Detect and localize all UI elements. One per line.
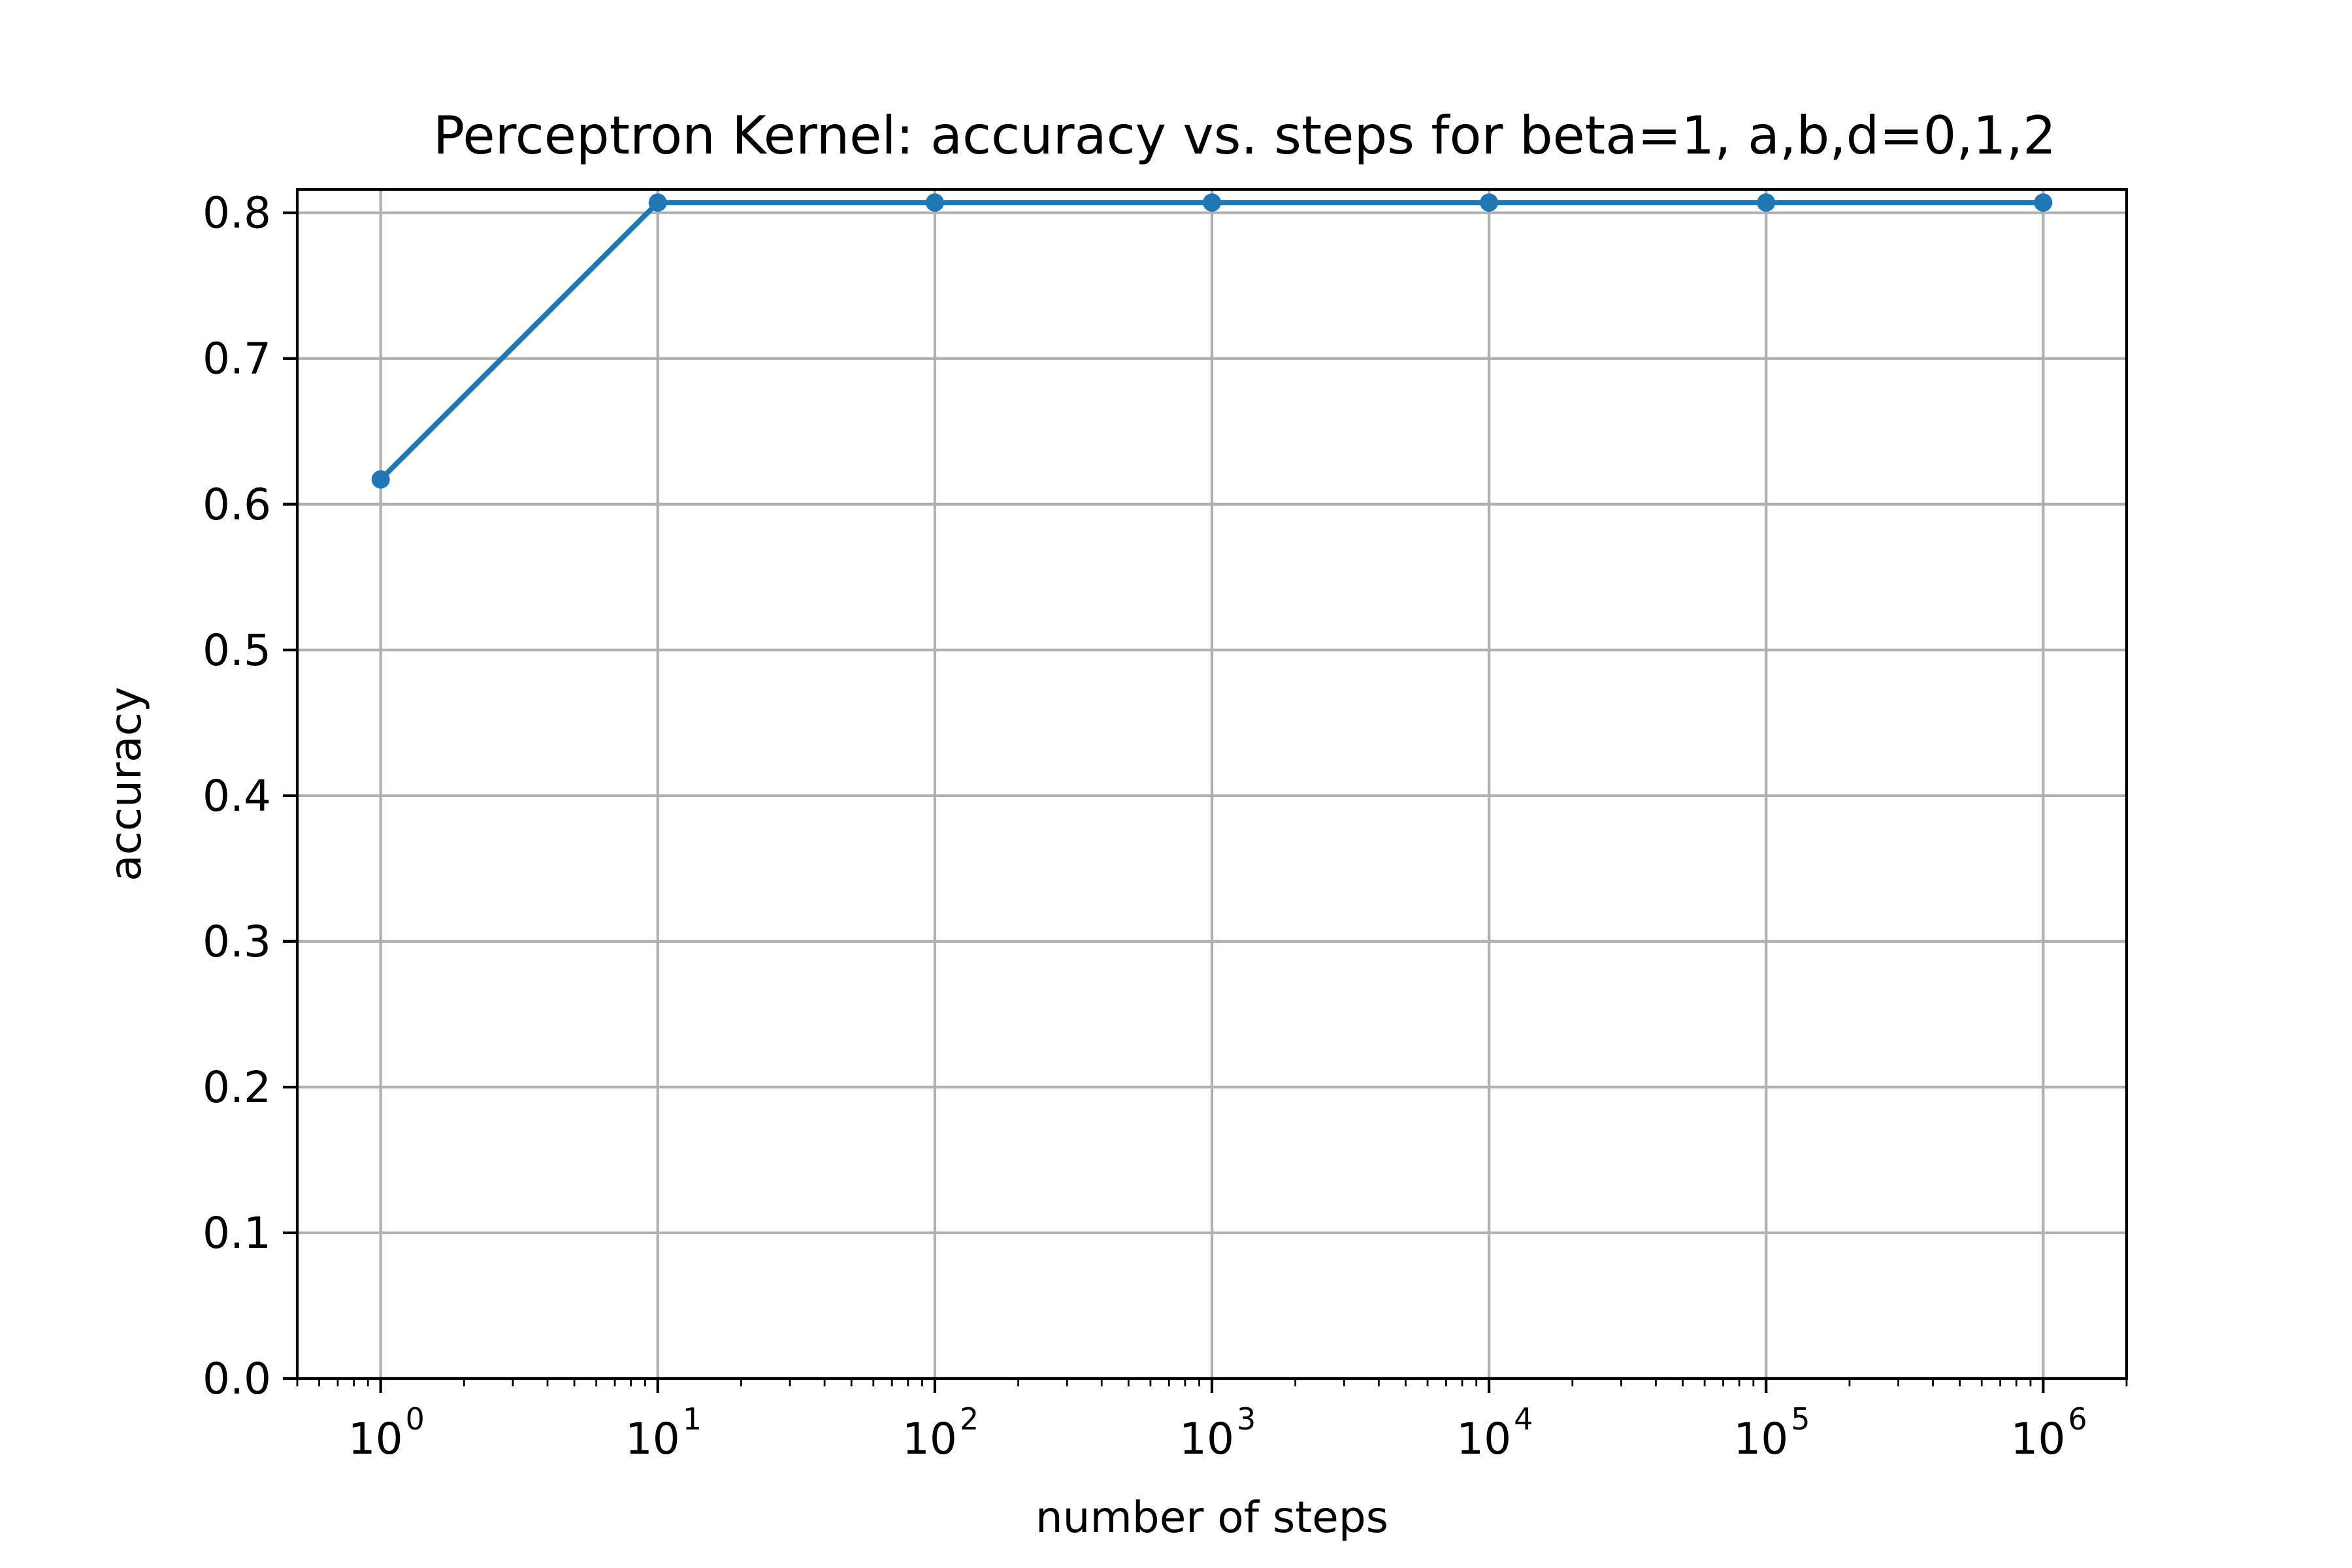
- x-tick-label-exponent: 5: [1791, 1401, 1810, 1437]
- y-tick-label: 0.1: [203, 1208, 271, 1258]
- data-point: [925, 193, 944, 212]
- x-tick-label-base: 10: [1456, 1414, 1511, 1464]
- data-point: [648, 193, 667, 212]
- x-tick-label-exponent: 1: [683, 1401, 702, 1437]
- data-point: [1757, 193, 1776, 212]
- x-tick-label-base: 10: [1733, 1414, 1788, 1464]
- y-tick-label: 0.0: [203, 1354, 271, 1404]
- y-tick-label: 0.7: [203, 334, 271, 384]
- data-point: [371, 470, 390, 489]
- x-tick-label-exponent: 3: [1237, 1401, 1256, 1437]
- y-tick-label: 0.5: [203, 625, 271, 676]
- x-tick-label: 10 6: [2010, 1401, 2087, 1464]
- x-tick-label-exponent: 0: [406, 1401, 425, 1437]
- x-tick-label-base: 10: [1179, 1414, 1234, 1464]
- x-tick-label-exponent: 4: [1514, 1401, 1533, 1437]
- x-tick-label: 10 0: [348, 1401, 425, 1464]
- x-tick-label-exponent: 2: [960, 1401, 979, 1437]
- x-tick-label: 10 2: [902, 1401, 979, 1464]
- axis-ticks: 0.00.10.20.30.40.50.60.70.810 0 10 1 10 2 10 3 1…: [203, 188, 2128, 1464]
- y-tick-label: 0.3: [203, 917, 271, 967]
- x-tick-label: 10 5: [1733, 1401, 1810, 1464]
- grid: [297, 189, 2127, 1380]
- y-tick-label: 0.2: [203, 1062, 271, 1113]
- data-point: [1203, 193, 1221, 212]
- x-tick-label-base: 10: [625, 1414, 680, 1464]
- data-point: [1480, 193, 1499, 212]
- y-axis-label: accuracy: [101, 687, 151, 881]
- x-tick-label-base: 10: [902, 1414, 957, 1464]
- y-tick-label: 0.8: [203, 188, 271, 238]
- chart-title: Perceptron Kernel: accuracy vs. steps fo…: [433, 105, 2056, 166]
- x-tick-label-exponent: 6: [2068, 1401, 2087, 1437]
- x-tick-label: 10 4: [1456, 1401, 1533, 1464]
- x-tick-label-base: 10: [2010, 1414, 2065, 1464]
- x-axis-label: number of steps: [1036, 1492, 1388, 1543]
- y-tick-label: 0.4: [203, 771, 271, 821]
- x-tick-label: 10 3: [1179, 1401, 1256, 1464]
- x-tick-label: 10 1: [625, 1401, 702, 1464]
- y-tick-label: 0.6: [203, 480, 271, 530]
- x-tick-label-base: 10: [348, 1414, 403, 1464]
- data-point: [2034, 193, 2053, 212]
- series-layer: [371, 193, 2053, 489]
